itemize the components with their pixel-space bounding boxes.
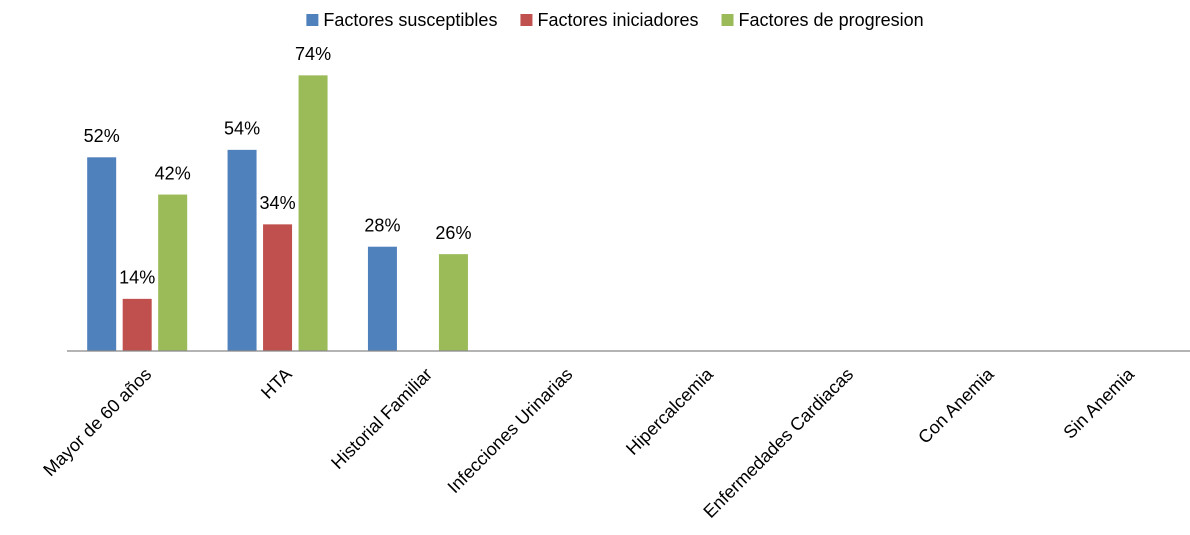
x-tick-label: Historial Familiar [327,364,436,473]
x-tick-label: Hipercalcemia [622,363,717,458]
x-tick-label: Infecciones Urinarias [444,364,577,497]
legend-swatch [721,14,734,26]
legend-swatch [520,14,533,26]
bar [122,298,152,351]
data-label: 42% [155,163,191,183]
data-label: 28% [364,215,400,235]
x-tick-label: Con Anemia [914,363,998,447]
bar [87,157,117,351]
legend-label: Factores iniciadores [537,10,698,30]
bar [227,149,257,351]
x-tick-label: Sin Anemia [1059,363,1138,442]
bar [263,224,293,351]
legend-label: Factores de progresion [739,10,924,30]
x-tick-label: Mayor de 60 años [39,364,155,480]
data-label: 52% [84,126,120,146]
data-label: 14% [119,268,155,288]
x-tick-label: Enfermedades Cardiacas [699,364,857,522]
data-label: 34% [260,193,296,213]
bar [367,246,397,351]
bar [438,254,468,351]
data-label: 74% [295,44,331,64]
legend: Factores susceptibles Factores iniciadore… [306,10,924,30]
legend-label: Factores susceptibles [323,10,497,30]
bar [298,75,328,351]
data-label: 54% [224,119,260,139]
bar [158,194,188,351]
legend-swatch [306,14,319,26]
x-tick-label: HTA [257,364,296,403]
data-label: 26% [435,223,471,243]
